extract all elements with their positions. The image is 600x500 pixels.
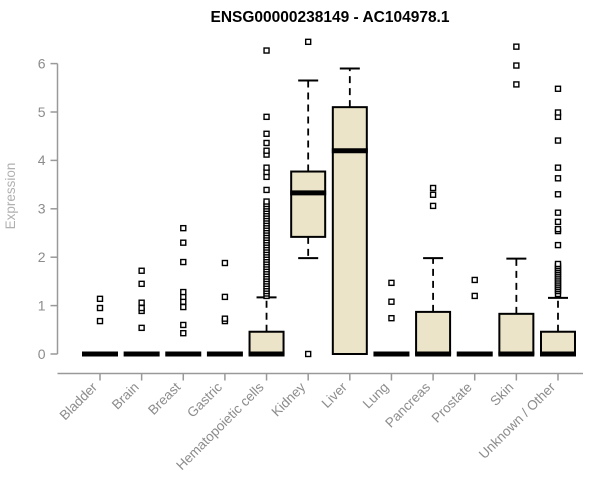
box-pancreas: [415, 310, 452, 355]
outlier-kidney-0: [304, 350, 312, 358]
outlier-pancreas-0: [429, 202, 437, 210]
outlier-gastric-3: [221, 259, 229, 267]
outlier-breast-5: [180, 288, 187, 296]
outlier-hematopoietic-cells-49: [263, 47, 270, 54]
outlier-unknown-other-24: [554, 137, 562, 144]
outlier-breast-8: [180, 224, 187, 232]
box-unknown-other: [539, 330, 576, 355]
y-tick-label-0: 0: [38, 346, 46, 362]
outlier-hematopoietic-cells-40: [263, 186, 270, 194]
y-axis-title: Expression: [3, 163, 18, 230]
outlier-breast-7: [180, 239, 187, 246]
outlier-skin-0: [513, 81, 520, 88]
outlier-breast-0: [180, 329, 187, 337]
outlier-bladder-1: [96, 304, 104, 312]
x-tick-label-brain: Brain: [109, 380, 142, 413]
outlier-kidney-1: [304, 38, 312, 46]
outlier-skin-1: [513, 62, 520, 69]
x-tick-label-bladder: Bladder: [57, 379, 101, 423]
outlier-unknown-other-22: [554, 175, 562, 182]
chart-title: ENSG00000238149 - AC104978.1: [211, 9, 450, 26]
outlier-brain-5: [138, 267, 145, 274]
outlier-hematopoietic-cells-43: [263, 164, 270, 171]
outlier-breast-6: [180, 258, 187, 266]
outlier-unknown-other-20: [554, 209, 562, 216]
outlier-prostate-0: [471, 292, 478, 300]
outlier-breast-2: [180, 303, 187, 311]
outlier-bladder-2: [96, 295, 104, 303]
outlier-brain-4: [138, 280, 145, 288]
outlier-unknown-other-26: [554, 109, 562, 116]
x-tick-label-pancreas: Pancreas: [382, 379, 433, 430]
y-tick-label-5: 5: [38, 104, 46, 120]
outlier-unknown-other-19: [554, 218, 562, 226]
outlier-unknown-other-16: [554, 241, 562, 249]
outlier-prostate-1: [471, 276, 478, 284]
outlier-unknown-other-21: [554, 191, 562, 198]
outlier-hematopoietic-cells-48: [263, 113, 270, 121]
x-tick-label-prostate: Prostate: [429, 380, 475, 426]
y-tick-label-1: 1: [38, 297, 46, 313]
outlier-bladder-0: [96, 317, 104, 325]
outlier-hematopoietic-cells-46: [263, 139, 270, 147]
outlier-unknown-other-23: [554, 164, 562, 171]
outlier-hematopoietic-cells-39: [263, 198, 270, 205]
outlier-lung-1: [388, 298, 395, 305]
outlier-pancreas-1: [429, 191, 437, 198]
outlier-hematopoietic-cells-45: [263, 147, 270, 154]
outlier-lung-0: [388, 314, 395, 322]
y-tick-label-6: 6: [38, 55, 46, 71]
outlier-lung-2: [388, 279, 395, 287]
outlier-gastric-2: [221, 293, 229, 301]
x-tick-label-gastric: Gastric: [184, 379, 225, 420]
y-tick-label-2: 2: [38, 249, 46, 265]
outlier-pancreas-2: [429, 184, 437, 192]
box-skin: [498, 312, 535, 356]
outlier-brain-0: [138, 324, 145, 332]
y-tick-label-3: 3: [38, 201, 46, 217]
x-tick-label-kidney: Kidney: [269, 379, 309, 419]
x-tick-label-breast: Breast: [145, 379, 183, 417]
outlier-unknown-other-27: [554, 85, 562, 92]
outlier-brain-3: [138, 299, 145, 306]
outlier-skin-2: [513, 43, 520, 50]
x-tick-label-skin: Skin: [487, 380, 516, 409]
x-tick-label-unknown-other: Unknown / Other: [476, 379, 559, 462]
outlier-unknown-other-18: [554, 225, 562, 233]
outlier-hematopoietic-cells-47: [263, 130, 270, 137]
box-kidney: [290, 170, 327, 238]
box-liver: [331, 106, 368, 355]
outlier-unknown-other-15: [554, 260, 562, 268]
y-tick-label-4: 4: [38, 152, 46, 168]
x-tick-label-lung: Lung: [360, 380, 392, 412]
outlier-gastric-1: [221, 315, 229, 322]
x-tick-label-liver: Liver: [319, 379, 351, 411]
outlier-breast-1: [180, 321, 187, 329]
box-hematopoietic-cells: [248, 330, 285, 355]
outlier-brain-2: [138, 304, 145, 312]
